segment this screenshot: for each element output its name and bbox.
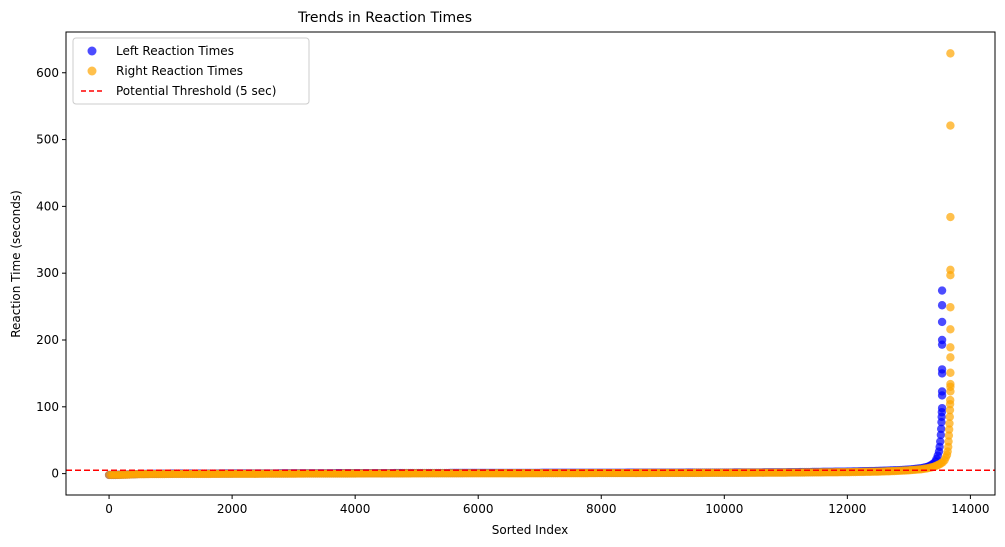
data-point (944, 431, 954, 440)
series-0 (104, 286, 947, 480)
data-point (936, 430, 946, 440)
data-point (937, 365, 947, 374)
y-tick-label: 300 (36, 266, 59, 280)
x-tick-label: 0 (105, 502, 113, 516)
x-axis-label: Sorted Index (492, 523, 568, 537)
data-point (946, 325, 955, 334)
data-point (936, 437, 945, 446)
data-point (946, 49, 955, 58)
legend-label: Right Reaction Times (116, 64, 243, 78)
legend-swatch (87, 46, 97, 56)
legend-swatch (87, 66, 97, 76)
data-point (946, 395, 955, 405)
data-point (946, 303, 955, 312)
y-axis-label: Reaction Time (seconds) (9, 190, 23, 338)
data-point (937, 335, 947, 345)
y-axis: 0 100 200 300 400 500 600 (36, 66, 66, 481)
series-1 (104, 49, 955, 480)
data-point (936, 424, 946, 434)
data-point (946, 379, 955, 389)
data-point (946, 343, 955, 352)
y-tick-label: 400 (36, 199, 59, 213)
chart-title: Trends in Reaction Times (297, 10, 472, 26)
data-point (937, 317, 947, 327)
y-tick-label: 100 (36, 400, 59, 414)
data-point (946, 265, 955, 275)
x-tick-label: 4000 (340, 502, 371, 516)
x-tick-label: 10000 (705, 502, 743, 516)
data-point (937, 403, 947, 413)
legend-label: Potential Threshold (5 sec) (116, 84, 276, 98)
data-point (946, 353, 955, 362)
data-point (937, 286, 947, 295)
legend-label: Left Reaction Times (116, 44, 234, 58)
x-tick-label: 6000 (463, 502, 494, 516)
data-point (946, 368, 955, 377)
y-tick-label: 600 (36, 66, 59, 80)
legend: Left Reaction Times Right Reaction Times P… (72, 37, 310, 105)
y-tick-label: 500 (36, 133, 59, 147)
x-tick-label: 8000 (586, 502, 617, 516)
data-point (944, 425, 954, 434)
data-point (945, 405, 955, 415)
y-tick-label: 200 (36, 333, 59, 347)
legend-box (72, 37, 310, 105)
plot-frame (65, 31, 996, 496)
data-point (937, 301, 947, 310)
data-point (946, 121, 955, 130)
data-point (945, 419, 954, 428)
plot-marks (66, 49, 995, 480)
y-tick-label: 0 (51, 467, 59, 481)
x-tick-label: 2000 (217, 502, 248, 516)
data-point (944, 437, 953, 446)
data-point (937, 387, 947, 396)
data-point (945, 412, 954, 422)
x-axis: 0 2000 4000 6000 8000 10000 12000 14000 (105, 495, 989, 516)
data-point (946, 212, 955, 222)
x-tick-label: 12000 (828, 502, 866, 516)
x-tick-label: 14000 (951, 502, 989, 516)
